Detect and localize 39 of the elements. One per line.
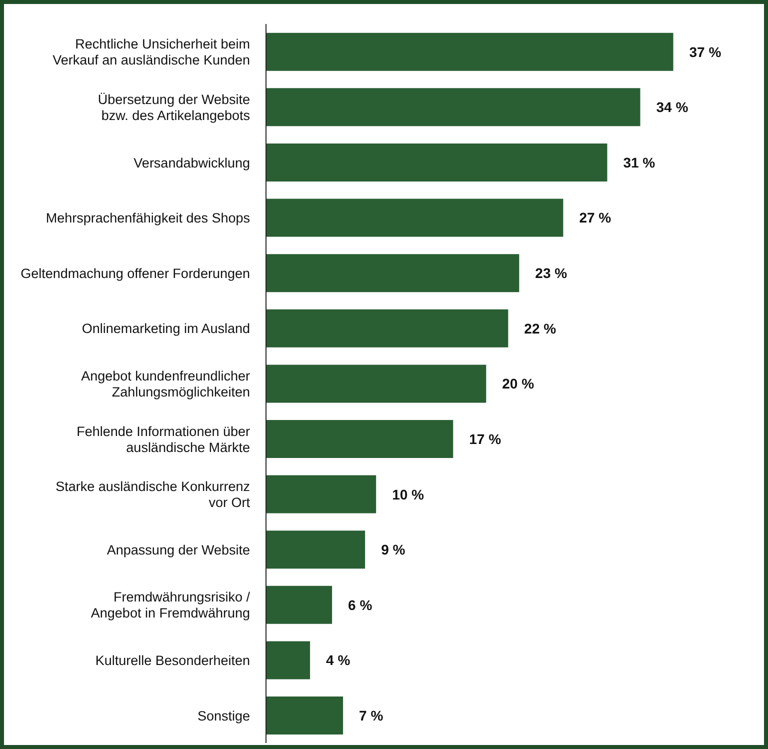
bar — [266, 32, 674, 71]
y-tick-label: Onlinemarketing im Ausland — [82, 320, 250, 336]
bar — [266, 696, 344, 735]
y-tick-label: Starke ausländische Konkurrenz vor Ort — [56, 478, 250, 510]
y-tick-label: Fehlende Informationen über ausländische Märkte — [76, 423, 250, 454]
data-label: 9 % — [381, 542, 406, 558]
y-tick-label: Kulturelle Besonderheiten — [95, 652, 250, 668]
y-tick-label: Angebot kundenfreundlicher Zahlungsmöglichkeiten — [81, 368, 250, 399]
bar — [266, 641, 310, 680]
bar — [266, 475, 376, 514]
data-label: 34 % — [656, 99, 689, 116]
y-tick-label: Fremdwährungsrisiko / Angebot in Fremdwährung — [90, 589, 250, 620]
y-tick-label: Versandabwicklung — [134, 154, 250, 170]
data-label: 37 % — [689, 44, 722, 60]
bar — [266, 88, 640, 126]
bar — [266, 198, 564, 237]
data-label: 23 % — [535, 265, 568, 282]
y-tick-label: Rechtliche Unsicherheit beim Verkauf an ausländische Kunden — [52, 36, 250, 68]
data-label: 20 % — [502, 376, 535, 392]
bar — [266, 309, 508, 348]
bar — [266, 143, 608, 182]
bar — [266, 586, 332, 624]
bar — [266, 530, 366, 569]
data-label: 6 % — [348, 596, 373, 613]
bar — [266, 364, 486, 403]
y-tick-label: Sonstige — [197, 708, 250, 723]
bar — [266, 420, 454, 458]
data-label: 27 % — [579, 210, 612, 226]
y-tick-label: Anpassung der Website — [106, 542, 250, 557]
y-tick-label: Mehrsprachenfähigkeit des Shops — [46, 210, 250, 226]
data-label: 31 % — [623, 154, 656, 170]
data-label: 17 % — [469, 430, 502, 447]
data-label: 7 % — [359, 708, 384, 724]
data-label: 4 % — [326, 652, 351, 668]
data-label: 22 % — [524, 320, 557, 336]
bar — [266, 254, 520, 292]
y-tick-label: Übersetzung der Website bzw. des Artikelangebots — [98, 91, 250, 122]
data-label: 10 % — [392, 486, 425, 502]
y-tick-label: Geltendmachung offener Forderungen — [20, 265, 250, 280]
